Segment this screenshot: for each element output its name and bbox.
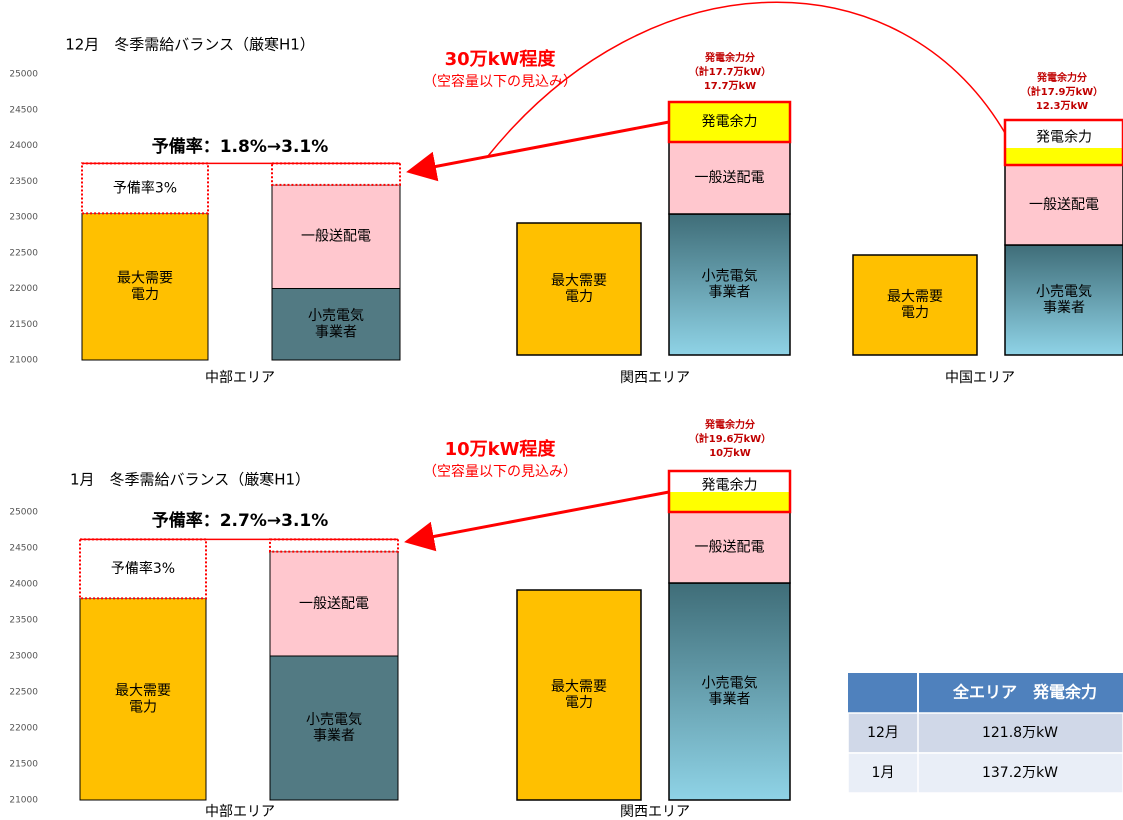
connector-arc [487,1,1006,157]
bar-segment [81,162,209,215]
y-tick-label: 21500 [9,760,38,770]
bar-segment [271,162,401,186]
general-block [668,141,791,215]
bar-segment [81,212,209,361]
table-row [847,712,1123,754]
y-tick-label: 23000 [9,652,38,662]
segment-label: 最大需要電力 [115,683,171,715]
y-tick-label: 23500 [9,177,38,187]
block-label: 発電余力 [702,477,758,494]
area-label: 関西エリア [620,804,690,820]
block-label: 発電余力 [1036,128,1092,145]
block-label: 最大需要電力 [551,679,607,711]
table-cell: 1月 [872,765,895,781]
y-tick-label: 24500 [9,544,38,554]
segment-label: 最大需要電力 [117,271,173,303]
bar-segment [269,551,399,657]
reserve-annotation: 予備率：2.7%→3.1% [152,510,329,531]
y-tick-label: 23500 [9,616,38,626]
callout-note: （空容量以下の見込み） [423,73,577,90]
retail-block [1004,244,1123,356]
surplus-note: （計19.6万kW） [689,432,771,445]
block-label: 小売電気事業者 [702,268,758,300]
surplus-note: （計17.9万kW） [1021,85,1103,98]
x-label: 中部エリア [205,804,275,820]
retail-block [668,213,791,356]
general-block [1004,164,1123,246]
segment-label: 一般送配電 [301,229,371,245]
surplus-note: 17.7万kW [704,80,756,92]
segment-label: 小売電気事業者 [308,308,364,340]
segment-label: 小売電気事業者 [306,712,362,744]
y-tick-label: 23000 [9,213,38,223]
table-header-text: 全エリア 発電余力 [952,683,1097,702]
arrow [404,490,670,552]
block-label: 小売電気事業者 [1036,284,1092,316]
retail-block [668,582,791,801]
demand-block [516,589,642,801]
general-block [668,511,791,584]
surplus-note: （計17.7万kW） [689,65,771,78]
surplus-note: 発電余力分 [704,51,755,64]
block-label: 小売電気事業者 [702,675,758,707]
table-row [847,752,1123,794]
y-tick-label: 24500 [9,105,38,115]
block-label: 一般送配電 [695,540,765,556]
table-cell: 12月 [867,725,899,741]
area-label: 中国エリア [945,370,1015,386]
segment-label: 予備率3% [111,560,175,577]
callout-note: （空容量以下の見込み） [423,463,577,480]
surplus-fill [1005,148,1123,165]
y-tick-label: 25000 [9,70,38,80]
block-label: 一般送配電 [1029,197,1099,213]
surplus-note: 発電余力分 [704,418,755,431]
surplus-fill [669,492,790,512]
bar-segment [271,288,401,361]
area-label: 関西エリア [620,370,690,386]
surplus-note: 発電余力分 [1036,71,1087,84]
bar-segment [269,538,399,553]
bar-segment [269,655,399,801]
block-label: 最大需要電力 [887,289,943,321]
segment-label: 予備率3% [113,179,177,196]
y-tick-label: 24000 [9,580,38,590]
callout-headline: 10万kW程度 [445,438,557,460]
y-tick-label: 25000 [9,508,38,518]
surplus-note: 12.3万kW [1036,100,1088,112]
y-tick-label: 22500 [9,688,38,698]
y-tick-label: 24000 [9,141,38,151]
table-header [848,673,1123,713]
table-cell: 121.8万kW [982,725,1058,741]
callout-headline: 30万kW程度 [445,48,557,70]
chart-title: 1月 冬季需給バランス（厳寒H1） [70,471,310,489]
demand-block [516,222,642,356]
surplus-border [667,469,792,514]
bar-segment [271,184,401,289]
chart-title: 12月 冬季需給バランス（厳寒H1） [65,36,315,54]
y-tick-label: 22000 [9,724,38,734]
arrow [406,120,670,182]
block-label: 最大需要電力 [551,273,607,305]
y-tick-label: 21000 [9,356,38,366]
block-label: 発電余力 [702,113,758,130]
bar-segment [79,538,207,600]
y-tick-label: 21500 [9,320,38,330]
surplus-fill [669,102,790,142]
surplus-note: 10万kW [709,447,751,459]
y-tick-label: 21000 [9,796,38,806]
surplus-border [1003,118,1123,167]
block-label: 一般送配電 [695,170,765,186]
surplus-border [667,100,792,144]
y-tick-label: 22500 [9,248,38,258]
bar-segment [79,597,207,801]
x-label: 中部エリア [205,370,275,386]
table-cell: 137.2万kW [982,765,1058,781]
demand-block [852,254,978,356]
segment-label: 一般送配電 [299,596,369,612]
y-tick-label: 22000 [9,284,38,294]
reserve-annotation: 予備率：1.8%→3.1% [152,136,329,157]
